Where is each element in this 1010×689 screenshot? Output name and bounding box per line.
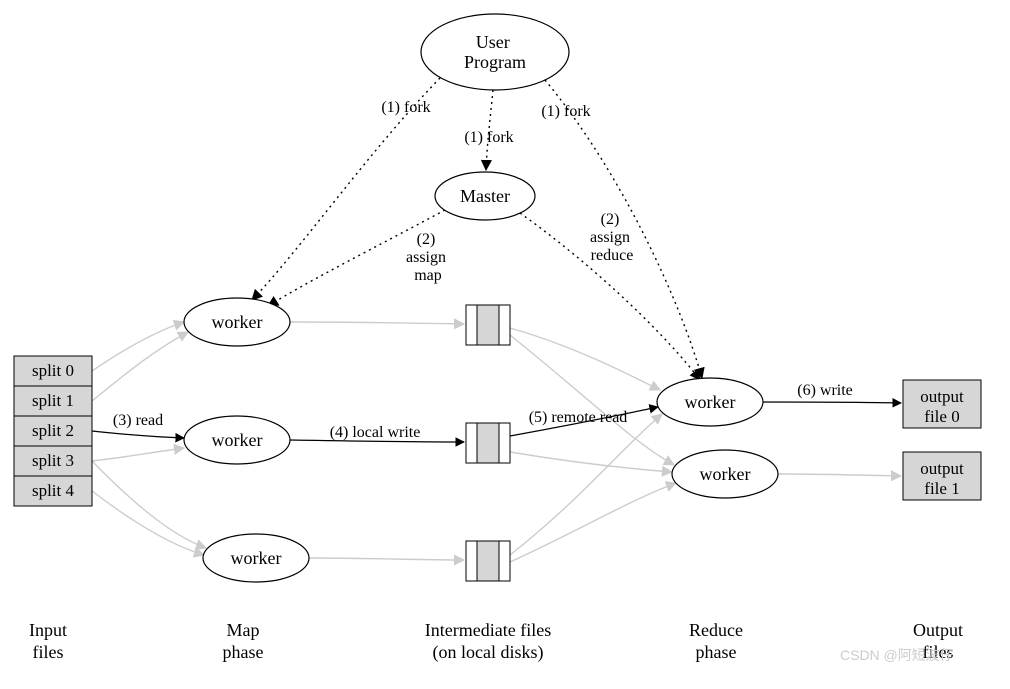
edge-map3-inter3	[309, 558, 464, 560]
label-local-write: (4) local write	[330, 424, 421, 441]
label-fork-1: (1) fork	[381, 99, 430, 116]
label-assign-map: (2) assign map	[406, 231, 450, 284]
text-master: Master	[460, 186, 510, 206]
svg-text:split 0: split 0	[32, 361, 74, 380]
edge-split4-map3	[92, 491, 204, 555]
col-reduce: Reducephase	[689, 620, 743, 662]
edge-inter1-red2	[510, 335, 674, 465]
watermark: CSDN @阿短波仔	[840, 647, 954, 663]
label-assign-reduce: (2) assign reduce	[590, 211, 634, 264]
output-files: outputfile 0 outputfile 1	[903, 380, 981, 500]
svg-text:outputfile 0: outputfile 0	[920, 387, 964, 426]
col-inter: Intermediate files(on local disks)	[425, 620, 551, 663]
label-write: (6) write	[797, 382, 853, 399]
label-read: (3) read	[113, 412, 163, 429]
svg-text:worker: worker	[212, 430, 263, 450]
label-fork-3: (1) fork	[541, 103, 590, 120]
input-splits: split 0 split 1 split 2 split 3 split 4	[14, 356, 92, 506]
svg-text:split 2: split 2	[32, 421, 74, 440]
svg-text:split 1: split 1	[32, 391, 74, 410]
svg-text:split 3: split 3	[32, 451, 74, 470]
label-fork-2: (1) fork	[464, 129, 513, 146]
svg-text:worker: worker	[231, 548, 282, 568]
edge-inter3-red2	[510, 483, 676, 562]
edge-inter1-red1	[510, 328, 660, 390]
label-remote-read: (5) remote read	[529, 409, 628, 426]
svg-text:worker: worker	[700, 464, 751, 484]
edge-split1-map1	[92, 332, 188, 401]
col-input: Inputfiles	[29, 620, 67, 662]
intermediate-files	[466, 305, 510, 581]
edge-red2-out1	[778, 474, 901, 476]
edge-inter3-red1	[510, 414, 662, 555]
edge-read	[92, 431, 184, 438]
svg-text:worker: worker	[212, 312, 263, 332]
edge-map1-inter1	[290, 322, 464, 324]
mapreduce-diagram: (1) fork (1) fork (1) fork (2) assign ma…	[0, 0, 1010, 689]
col-map: Mapphase	[223, 620, 264, 662]
edge-split3-map2	[92, 448, 184, 461]
edge-write	[763, 402, 901, 403]
edge-inter2-red2	[510, 452, 672, 472]
svg-text:split 4: split 4	[32, 481, 75, 500]
svg-text:worker: worker	[685, 392, 736, 412]
svg-text:outputfile 1: outputfile 1	[920, 459, 964, 498]
